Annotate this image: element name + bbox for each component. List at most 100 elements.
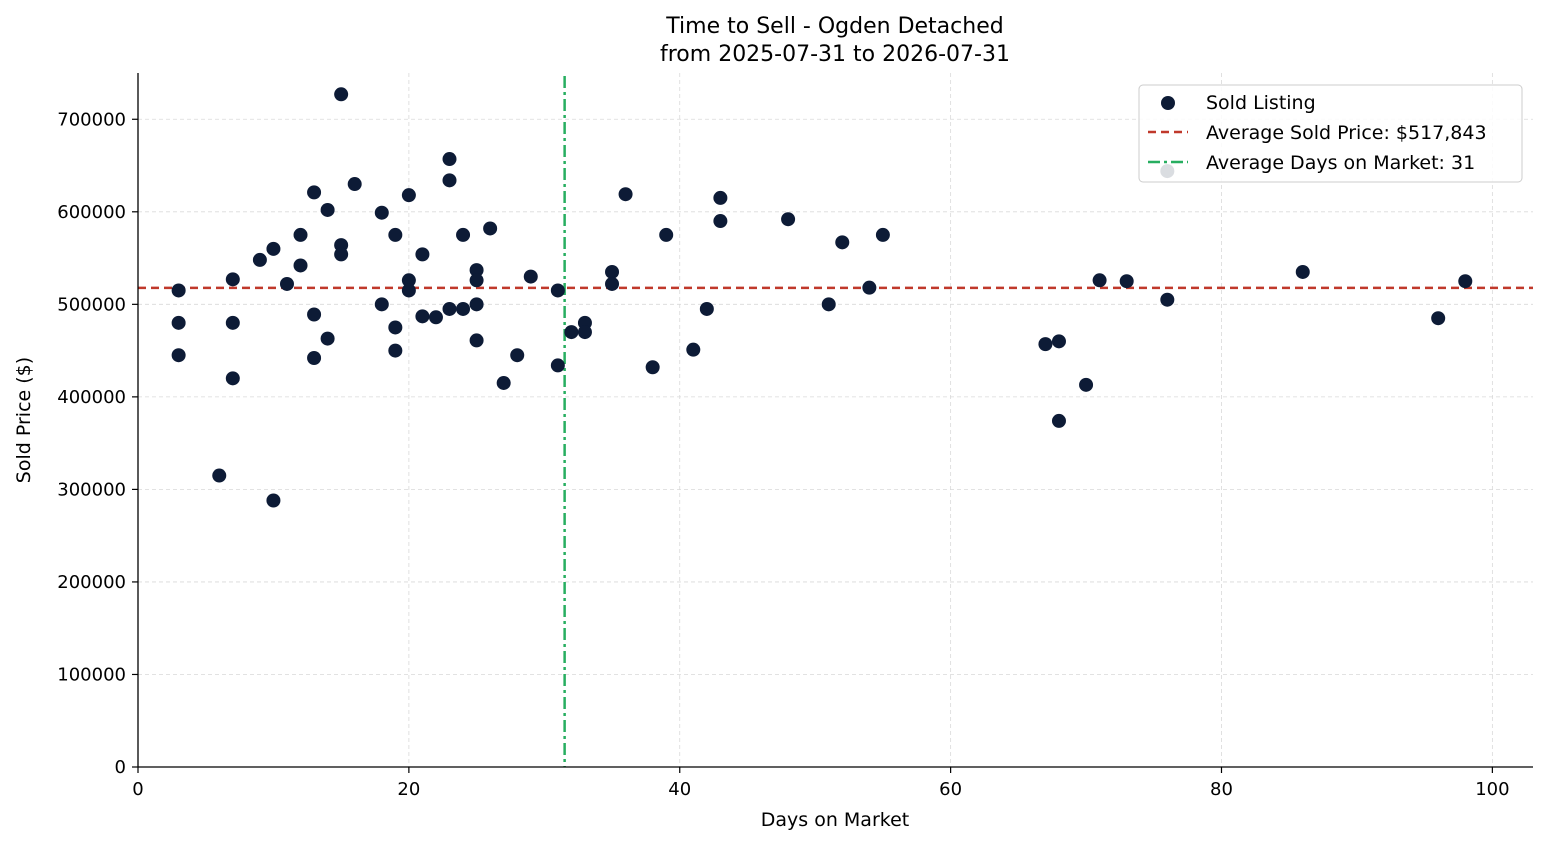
data-point [334, 87, 349, 102]
legend: Sold Listing Average Sold Price: $517,84… [1138, 84, 1523, 183]
data-point [1079, 377, 1094, 392]
data-point [225, 315, 240, 330]
chart-title: Time to Sell - Ogden Detached [665, 14, 1003, 39]
data-point [1160, 292, 1175, 307]
data-point [171, 315, 186, 330]
data-point [781, 212, 796, 227]
data-point [212, 468, 227, 483]
data-point [415, 247, 430, 262]
data-point [686, 342, 701, 357]
data-point [442, 173, 457, 188]
y-tick-label: 400000 [57, 387, 126, 408]
data-point [835, 235, 850, 250]
chart-subtitle: from 2025-07-31 to 2026-07-31 [660, 42, 1010, 67]
x-axis-label: Days on Market [761, 809, 909, 831]
data-point [171, 283, 186, 298]
data-point [659, 227, 674, 242]
data-point [428, 310, 443, 325]
data-point [266, 493, 281, 508]
data-point [374, 297, 389, 312]
data-point [293, 258, 308, 273]
data-point [442, 152, 457, 167]
x-tick-label: 80 [1210, 779, 1233, 800]
data-point [469, 297, 484, 312]
data-point [252, 252, 267, 267]
data-point [456, 227, 471, 242]
data-point [713, 214, 728, 229]
y-tick-label: 200000 [57, 572, 126, 593]
data-point [1458, 274, 1473, 289]
data-point [550, 283, 565, 298]
y-tick-label: 100000 [57, 664, 126, 685]
data-point [1295, 264, 1310, 279]
legend-label-avg-price: Average Sold Price: $517,843 [1206, 122, 1487, 144]
data-point [334, 247, 349, 262]
y-tick-label: 700000 [57, 109, 126, 130]
data-point [320, 331, 335, 346]
data-point [605, 264, 620, 279]
data-point [415, 309, 430, 324]
data-point [510, 348, 525, 363]
data-point [307, 307, 322, 322]
y-tick-label: 300000 [57, 479, 126, 500]
data-point [225, 371, 240, 386]
axes-layer [137, 73, 1533, 768]
data-point [713, 190, 728, 205]
data-point [1431, 311, 1446, 326]
legend-label-avg-days: Average Days on Market: 31 [1206, 152, 1475, 174]
data-point [266, 241, 281, 256]
data-point [550, 358, 565, 373]
data-point [699, 301, 714, 316]
data-point [401, 188, 416, 203]
data-point [225, 272, 240, 287]
data-point [171, 348, 186, 363]
ticks-layer: 0 20 40 60 80 100 0 100000 200000 300000 400000 500… [57, 109, 1509, 800]
data-point [862, 280, 877, 295]
data-point [483, 221, 498, 236]
y-tick-label: 500000 [57, 294, 126, 315]
legend-label-sold-listing: Sold Listing [1206, 92, 1316, 114]
data-point [1092, 273, 1107, 288]
x-tick-label: 60 [939, 779, 962, 800]
data-point [401, 273, 416, 288]
data-point [456, 301, 471, 316]
data-point [307, 185, 322, 200]
data-point [605, 276, 620, 291]
legend-marker-sold-listing [1161, 96, 1175, 110]
data-point [618, 187, 633, 202]
data-point [388, 343, 403, 358]
y-tick-label: 0 [115, 757, 126, 778]
y-axis-label: Sold Price ($) [13, 357, 35, 483]
data-point [469, 263, 484, 278]
x-tick-label: 40 [668, 779, 691, 800]
data-point [320, 202, 335, 217]
data-point [388, 320, 403, 335]
data-point [1051, 334, 1066, 349]
x-tick-label: 0 [132, 779, 143, 800]
data-point [496, 375, 511, 390]
data-point [347, 177, 362, 192]
x-tick-label: 100 [1475, 779, 1509, 800]
data-point [293, 227, 308, 242]
data-point [875, 227, 890, 242]
data-point [469, 333, 484, 348]
data-point [401, 283, 416, 298]
data-point [821, 297, 836, 312]
data-point [645, 360, 660, 375]
data-point [1051, 413, 1066, 428]
data-point [442, 301, 457, 316]
data-point [388, 227, 403, 242]
points-layer [171, 87, 1473, 508]
legend-box [1138, 84, 1523, 183]
y-tick-label: 600000 [57, 202, 126, 223]
data-point [469, 273, 484, 288]
reference-lines [138, 76, 1533, 767]
data-point [523, 269, 538, 284]
data-point [279, 276, 294, 291]
data-point [564, 325, 579, 340]
data-point [1119, 274, 1134, 289]
data-point [577, 325, 592, 340]
data-point [374, 205, 389, 220]
data-point [1038, 337, 1053, 352]
